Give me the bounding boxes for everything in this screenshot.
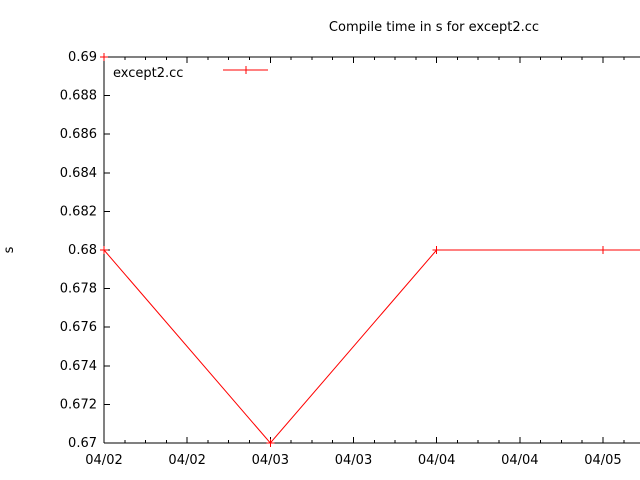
x-tick-label: 04/04 [418,453,455,468]
y-tick-label: 0.672 [60,397,97,412]
y-tick-label: 0.67 [68,436,97,451]
y-tick-label: 0.684 [60,166,97,181]
x-tick-label: 04/03 [335,453,372,468]
x-tick-label: 04/05 [584,453,621,468]
series-line [103,249,640,444]
x-tick-label: 04/04 [501,453,538,468]
x-tick-label: 04/02 [85,453,122,468]
y-tick-label: 0.686 [60,127,97,142]
y-tick-label: 0.69 [68,50,97,65]
x-tick-label: 04/02 [168,453,205,468]
y-tick-label: 0.678 [60,282,97,297]
y-tick-label: 0.68 [68,243,97,258]
x-tick-label: 04/03 [252,453,289,468]
y-tick-label: 0.682 [60,204,97,219]
y-tick-label: 0.674 [60,359,97,374]
chart-title: Compile time in s for except2.cc [329,20,539,35]
plot-dynamic-content: 04/02 04/02 04/03 04/03 04/04 04/04 04/05 0.67 0… [60,50,640,468]
y-tick-label: 0.688 [60,89,97,104]
y-axis-label: s [2,246,17,253]
y-tick-label: 0.676 [60,320,97,335]
legend-entry-label: except2.cc [113,66,183,81]
